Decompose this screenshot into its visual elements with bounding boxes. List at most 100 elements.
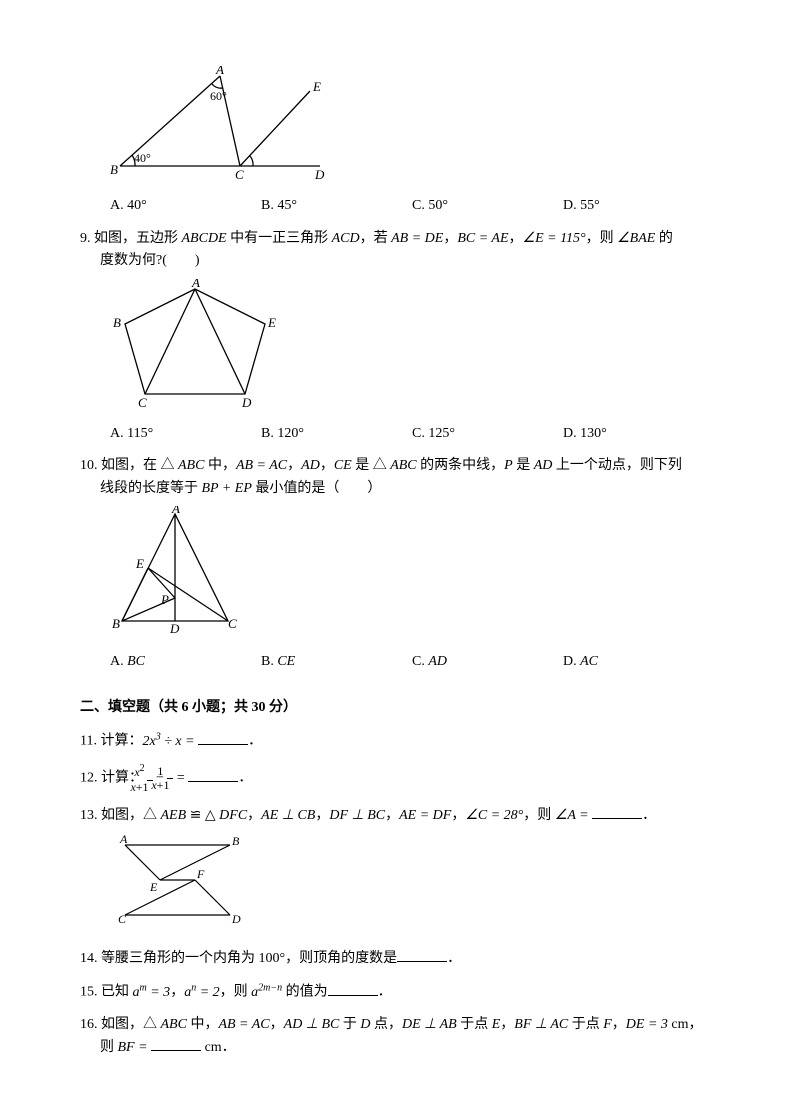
- q13-num: 13.: [80, 808, 98, 823]
- q10-abc1: ABC: [178, 458, 204, 473]
- q16-d: D: [360, 1017, 370, 1032]
- q9-num: 9.: [80, 231, 91, 246]
- q10-options: A. A. BCBC B. CE C. AD D. AC: [110, 651, 714, 673]
- q10-opt-c: C. AD: [412, 651, 563, 673]
- q16-blank: [151, 1036, 201, 1051]
- q14-t3: ．: [447, 951, 461, 966]
- section-2-title: 二、填空题（共 6 小题；共 30 分）: [80, 697, 714, 719]
- q9-lc: C: [138, 395, 147, 409]
- q14-blank: [397, 947, 447, 962]
- q16-eq1: AB = AC: [218, 1017, 269, 1032]
- q10-t8: 上一个动点，则下列: [552, 458, 682, 473]
- q16-t1: 如图，△: [101, 1017, 161, 1032]
- q10-text: 10. 如图，在 △ ABC 中，AB = AC，AD，CE 是 △ ABC 的…: [100, 455, 714, 477]
- q9-tri: ACD: [332, 231, 360, 246]
- label-D: D: [314, 167, 325, 181]
- question-10: 10. 如图，在 △ ABC 中，AB = AC，AD，CE 是 △ ABC 的…: [80, 455, 714, 673]
- q15-eq1: am = 3: [133, 985, 171, 1000]
- q12-blank: [188, 767, 238, 782]
- q13-aeb: AEB: [161, 808, 187, 823]
- q10-le: E: [135, 556, 144, 571]
- q13-t3: ，: [315, 808, 329, 823]
- q11-expr: 2x3 ÷ x =: [142, 734, 194, 749]
- q9-line2: 度数为何?( ): [100, 250, 714, 272]
- q10-num: 10.: [80, 458, 98, 473]
- q16-abc: ABC: [161, 1017, 187, 1032]
- question-13: 13. 如图，△ AEB ≌ △ DFC，AE ⊥ CB，DF ⊥ BC，AE …: [80, 804, 714, 937]
- q13-t4: ，: [385, 808, 399, 823]
- label-B: B: [110, 162, 118, 177]
- q8-options: A. 40° B. 45° C. 50° D. 55°: [110, 195, 714, 217]
- q10-t1: 如图，在 △: [101, 458, 178, 473]
- question-9: 9. 如图，五边形 ABCDE 中有一正三角形 ACD，若 AB = DE，BC…: [80, 228, 714, 446]
- q12-num: 12.: [80, 771, 98, 786]
- q9-opt-d: D. 130°: [563, 423, 714, 445]
- q10-lp: P: [160, 592, 169, 607]
- question-16: 16. 如图，△ ABC 中，AB = AC，AD ⊥ BC 于 D 点，DE …: [80, 1014, 714, 1060]
- q12-t2: ．: [238, 771, 252, 786]
- q16-bf: BF =: [118, 1040, 148, 1055]
- q15-t3: ，则: [220, 985, 252, 1000]
- q16-t2: 中，: [187, 1017, 219, 1032]
- q9-t7: 的: [655, 231, 673, 246]
- q10-l2a: 线段的长度等于: [100, 481, 202, 496]
- q13-la: A: [119, 833, 128, 846]
- q9-pentagon: ABCDE: [182, 231, 227, 246]
- q13-eq1: AE = DF: [399, 808, 451, 823]
- q10-t7: 是: [513, 458, 534, 473]
- q9-t5: ，: [509, 231, 523, 246]
- q13-figure: A B C D E F: [110, 833, 714, 936]
- angle-60: 60°: [210, 89, 227, 103]
- q9-t6: ，则: [586, 231, 618, 246]
- q13-t6: ，则: [523, 808, 555, 823]
- q9-opt-c: C. 125°: [412, 423, 563, 445]
- q16-eq2: DE = 3: [626, 1017, 668, 1032]
- q8-opt-c: C. 50°: [412, 195, 563, 217]
- q10-opt-a: A. A. BCBC: [110, 651, 261, 673]
- q16-l2a: 则: [100, 1040, 118, 1055]
- q16-t4: 于: [339, 1017, 360, 1032]
- question-8: A B C D E 40° 60° A. 40° B. 45° C. 50° D…: [80, 66, 714, 218]
- label-E: E: [312, 79, 321, 94]
- q15-t1: 已知: [101, 985, 133, 1000]
- q15-eq2: an = 2: [184, 985, 219, 1000]
- q10-line2: 线段的长度等于 BP + EP 最小值的是（ ）: [100, 478, 714, 500]
- q16-t7: ，: [500, 1017, 514, 1032]
- q9-t3: ，若: [360, 231, 392, 246]
- q13-le: E: [149, 880, 158, 894]
- q9-lb: B: [113, 315, 121, 330]
- q13-p2: DF ⊥ BC: [329, 808, 385, 823]
- q16-l2b: cm．: [205, 1040, 236, 1055]
- q16-p3: BF ⊥ AC: [514, 1017, 568, 1032]
- q15-t4: 的值为: [282, 985, 328, 1000]
- q16-e: E: [492, 1017, 501, 1032]
- q16-f: F: [603, 1017, 612, 1032]
- q13-t7: ．: [642, 808, 656, 823]
- q10-lb: B: [112, 616, 120, 631]
- q10-t4: ，: [320, 458, 334, 473]
- q13-t2: ，: [247, 808, 261, 823]
- q10-ld: D: [169, 621, 180, 636]
- q14-t2: ，则顶角的度数是: [285, 951, 397, 966]
- q9-eq1: AB = DE: [391, 231, 443, 246]
- q12-frac2: 1x+1: [167, 765, 173, 792]
- q9-text: 9. 如图，五边形 ABCDE 中有一正三角形 ACD，若 AB = DE，BC…: [100, 228, 714, 250]
- q13-lf: F: [196, 867, 205, 881]
- q14-t1: 等腰三角形的一个内角为: [101, 951, 259, 966]
- q9-le: E: [267, 315, 276, 330]
- q9-eq2: BC = AE: [457, 231, 508, 246]
- q8-figure: A B C D E 40° 60°: [110, 66, 714, 189]
- q10-lc: C: [228, 616, 237, 631]
- q10-abc2: ABC: [390, 458, 416, 473]
- q13-t5: ，: [451, 808, 465, 823]
- q11-num: 11.: [80, 734, 97, 749]
- q10-la: A: [171, 506, 180, 516]
- q16-t3: ，: [270, 1017, 284, 1032]
- q10-opt-d: D. AC: [563, 651, 714, 673]
- q10-l2b: 最小值的是（ ）: [252, 481, 382, 496]
- q15-t5: ．: [378, 985, 392, 1000]
- question-15: 15. 已知 am = 3，an = 2，则 a2m−n 的值为．: [80, 980, 714, 1004]
- q10-ad2: AD: [534, 458, 553, 473]
- q12-eq: =: [177, 771, 188, 786]
- question-12: 12. 计算： x2x+1 − 1x+1 = ．: [80, 763, 714, 793]
